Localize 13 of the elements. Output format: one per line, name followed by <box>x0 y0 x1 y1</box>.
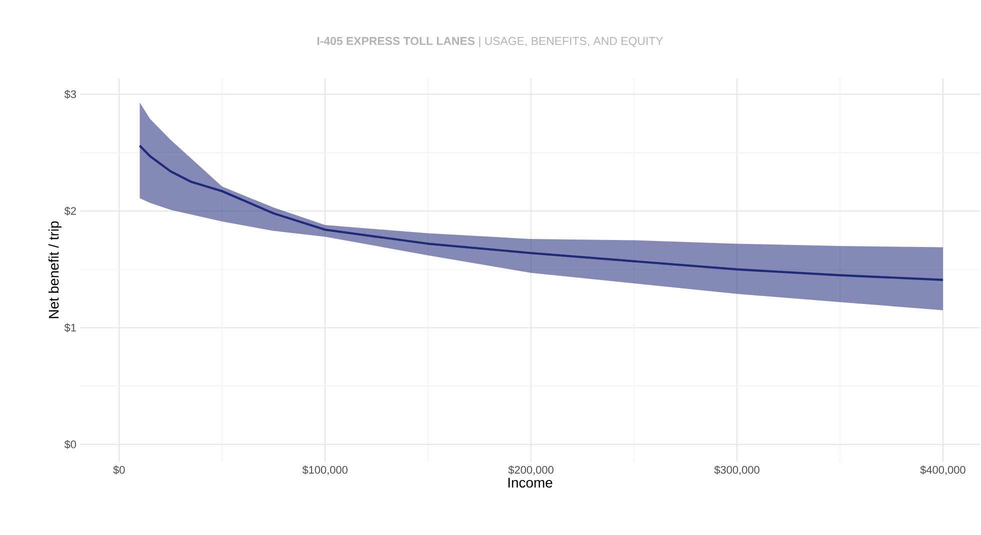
y-tick-label: $0 <box>64 440 76 449</box>
x-tick-label: $300,000 <box>714 466 760 476</box>
x-tick-label: $400,000 <box>920 466 966 476</box>
y-tick-label: $3 <box>64 90 76 99</box>
y-tick-label: $2 <box>64 206 76 216</box>
y-tick-label: $1 <box>64 323 76 332</box>
x-tick-label: $0 <box>113 466 125 474</box>
chart-title: I-405 EXPRESS TOLL LANES | USAGE, BENEFITS, AND EQUITY <box>317 36 664 48</box>
y-axis-title: Net benefit / trip <box>48 221 62 318</box>
x-tick-label: $100,000 <box>302 466 348 476</box>
x-tick-label: $200,000 <box>508 466 554 476</box>
x-axis-title: Income <box>508 478 552 488</box>
line-series <box>138 144 944 282</box>
